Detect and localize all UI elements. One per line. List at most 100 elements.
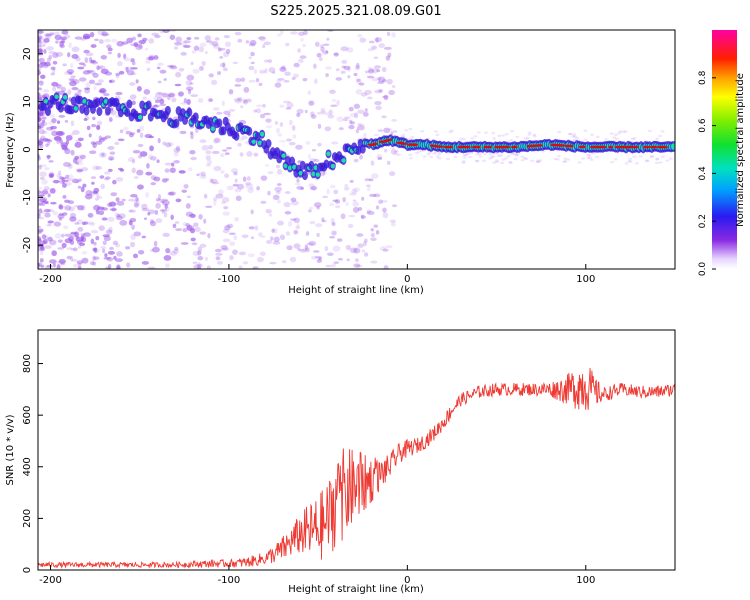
spectral-speckle xyxy=(213,43,220,49)
spectral-speckle xyxy=(160,200,165,204)
spectral-speckle xyxy=(427,151,432,154)
spectral-speckle xyxy=(320,170,326,177)
spectral-speckle xyxy=(583,129,588,132)
spectrogram-y-tick-label: 10 xyxy=(22,95,33,108)
spectral-speckle xyxy=(98,79,104,83)
spectral-speckle xyxy=(482,152,487,156)
spectral-speckle xyxy=(205,205,213,209)
ridge-mid xyxy=(315,172,320,177)
spectral-speckle xyxy=(372,67,378,74)
ridge-edge xyxy=(186,107,193,117)
spectral-speckle xyxy=(162,199,170,206)
spectral-speckle xyxy=(53,221,62,227)
spectral-speckle xyxy=(100,68,109,74)
spectral-speckle xyxy=(318,257,322,261)
spectral-speckle xyxy=(499,154,504,157)
spectral-speckle xyxy=(196,266,202,269)
spectral-speckle xyxy=(256,256,264,263)
ridge-edge xyxy=(265,138,272,148)
spectral-speckle xyxy=(349,247,358,254)
spectral-speckle xyxy=(196,173,200,177)
spectral-speckle xyxy=(183,40,191,44)
spectral-speckle xyxy=(74,232,80,238)
spectral-speckle xyxy=(214,248,222,253)
spectral-speckle xyxy=(290,218,297,221)
spectral-speckle xyxy=(373,133,380,137)
spectral-speckle xyxy=(190,213,196,218)
spectral-speckle xyxy=(52,86,57,92)
spectral-speckle xyxy=(366,75,375,79)
spectral-speckle xyxy=(274,82,282,88)
spectral-speckle xyxy=(477,152,482,156)
spectral-speckle xyxy=(147,266,156,269)
spectral-speckle xyxy=(64,199,71,203)
spectral-speckle xyxy=(92,165,100,171)
ridge-mid xyxy=(43,99,49,104)
spectral-speckle xyxy=(556,154,561,158)
spectral-speckle xyxy=(58,217,63,221)
figure-title: S225.2025.321.08.09.G01 xyxy=(270,4,441,19)
spectral-speckle xyxy=(38,164,42,170)
spectral-speckle xyxy=(368,40,375,44)
spectral-speckle xyxy=(115,243,120,248)
snr-y-tick-label: 400 xyxy=(22,457,33,476)
spectral-speckle xyxy=(88,79,96,85)
spectral-speckle xyxy=(38,57,45,63)
spectral-speckle xyxy=(332,245,341,252)
spectral-speckle xyxy=(285,107,292,110)
spectral-speckle xyxy=(381,115,387,119)
spectral-speckle xyxy=(58,204,64,210)
spectral-speckle xyxy=(595,135,600,139)
spectral-speckle xyxy=(233,235,238,241)
spectral-speckle xyxy=(113,255,117,260)
spectral-speckle xyxy=(112,240,119,246)
spectral-speckle xyxy=(165,247,171,254)
spectral-speckle xyxy=(54,34,62,41)
spectral-speckle xyxy=(128,133,134,138)
spectral-speckle xyxy=(76,260,83,265)
spectral-speckle xyxy=(495,160,500,164)
spectral-speckle xyxy=(185,223,191,227)
spectral-speckle xyxy=(104,171,111,175)
spectral-speckle xyxy=(192,261,198,265)
spectral-speckle xyxy=(42,40,47,46)
spectral-speckle xyxy=(67,163,73,169)
spectral-speckle xyxy=(203,218,207,224)
spectral-speckle xyxy=(103,257,111,260)
spectral-speckle xyxy=(101,33,110,36)
spectral-speckle xyxy=(139,151,148,157)
spectral-speckle xyxy=(71,258,78,262)
spectral-speckle xyxy=(658,161,663,164)
spectral-speckle xyxy=(59,139,63,144)
spectral-speckle xyxy=(394,150,399,153)
spectral-speckle xyxy=(366,186,371,192)
spectral-speckle xyxy=(295,225,300,230)
spectral-speckle xyxy=(199,139,207,143)
spectral-speckle xyxy=(341,59,348,64)
spectral-speckle xyxy=(293,243,301,249)
spectral-speckle xyxy=(348,106,354,112)
spectral-speckle xyxy=(248,79,256,83)
spectral-speckle xyxy=(193,222,199,227)
spectral-speckle xyxy=(55,131,64,136)
spectral-speckle xyxy=(220,245,228,250)
spectral-speckle xyxy=(89,222,96,226)
spectral-speckle xyxy=(638,155,643,158)
spectral-speckle xyxy=(307,90,312,95)
spectral-speckle xyxy=(335,77,343,81)
spectral-speckle xyxy=(348,119,353,124)
spectral-speckle xyxy=(314,41,320,47)
spectral-speckle xyxy=(356,62,360,69)
spectral-speckle xyxy=(102,240,107,246)
spectral-speckle xyxy=(83,232,91,237)
spectral-speckle xyxy=(141,235,146,239)
spectral-speckle xyxy=(98,39,104,44)
spectral-speckle xyxy=(96,65,100,71)
spectral-speckle xyxy=(90,44,97,48)
spectral-speckle xyxy=(212,200,217,206)
spectral-speckle xyxy=(256,104,263,108)
spectral-speckle xyxy=(354,112,359,119)
spectral-speckle xyxy=(376,68,380,73)
spectral-speckle xyxy=(308,209,312,213)
spectral-speckle xyxy=(654,158,659,161)
